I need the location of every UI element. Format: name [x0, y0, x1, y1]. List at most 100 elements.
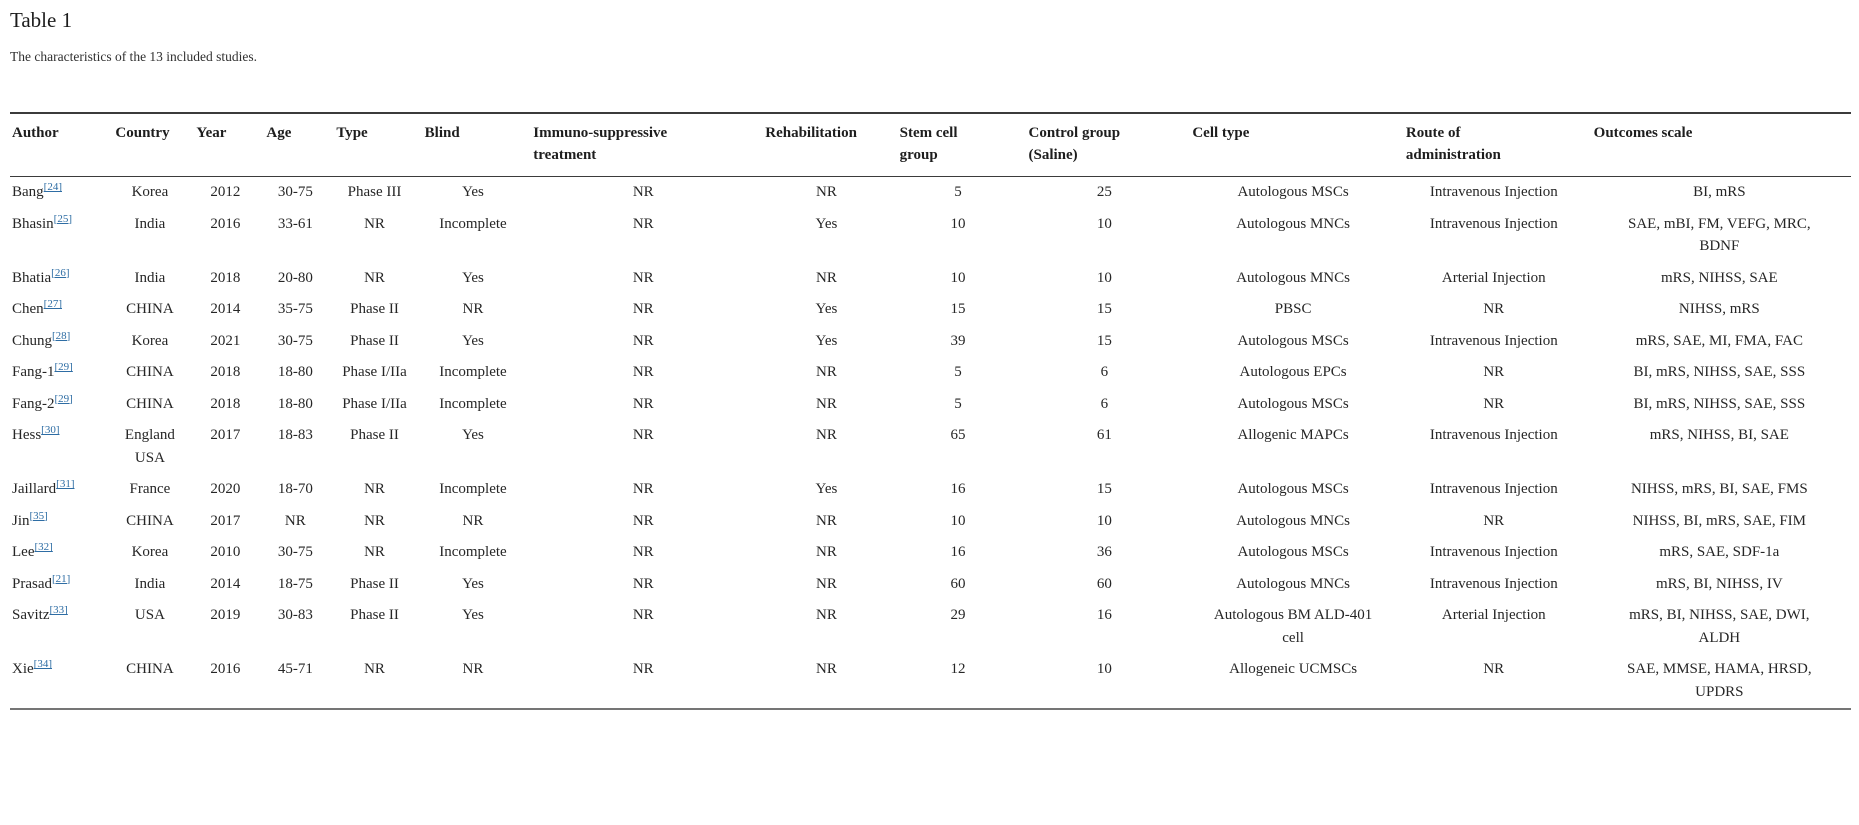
author-name: Xie [12, 661, 34, 677]
cell-type-cell: Autologous MNCs [1236, 215, 1350, 232]
citation-link[interactable]: [25] [53, 212, 72, 225]
age-cell: 33-61 [277, 215, 313, 232]
stem-cell: 16 [950, 481, 966, 497]
country-cell: India [134, 215, 166, 232]
col-header-blind: Blind [424, 125, 460, 141]
rehab-cell: NR [816, 364, 837, 380]
col-header-cell-type: Cell type [1192, 125, 1250, 141]
immuno-cell: NR [632, 184, 654, 200]
col-header-country: Country [115, 125, 170, 141]
blind-cell: Yes [462, 575, 484, 592]
col-header-year: Year [196, 125, 227, 141]
author-cell: Fang-1[29] [10, 357, 109, 389]
author-name: Fang-2 [12, 395, 55, 412]
table-row: Xie[34] CHINA 2016 45-71 NR NR NR NR 12 10 Allogen… [10, 654, 1851, 709]
author-cell: Savitz[33] [10, 600, 109, 654]
author-cell: Bang[24] [10, 176, 109, 208]
table-row: Fang-1[29] CHINA 2018 18-80 Phase I/IIa Incom… [10, 357, 1851, 389]
citation-link[interactable]: [24] [43, 181, 62, 193]
cell-type-cell: Autologous BM ALD-401 cell [1213, 607, 1373, 646]
citation-link[interactable]: [34] [33, 658, 52, 670]
immuno-cell: NR [632, 269, 654, 286]
outcomes-cell: SAE, mBI, FM, VEFG, MRC, BDNF [1627, 215, 1811, 255]
table-caption: The characteristics of the 13 included s… [10, 49, 258, 64]
outcomes-cell: BI, mRS, NIHSS, SAE, SSS [1633, 395, 1806, 412]
cell-type-cell: Autologous MNCs [1236, 512, 1350, 529]
year-cell: 2017 [210, 512, 241, 529]
citation-link[interactable]: [26] [51, 266, 70, 279]
rehab-cell: Yes [815, 481, 838, 497]
blind-cell: Yes [462, 607, 484, 623]
control-cell: 10 [1096, 661, 1112, 677]
citation-link[interactable]: [21] [52, 572, 71, 585]
immuno-cell: NR [632, 575, 654, 592]
control-cell: 6 [1100, 364, 1109, 380]
stem-cell: 12 [950, 661, 966, 677]
immuno-cell: NR [632, 544, 654, 560]
route-cell: NR [1483, 301, 1505, 317]
citation-link[interactable]: [27] [43, 298, 62, 310]
citation-link[interactable]: [29] [54, 361, 73, 373]
age-cell: 18-70 [277, 481, 313, 497]
citation-superscript: [28] [52, 330, 70, 342]
immuno-cell: NR [632, 332, 654, 349]
author-cell: Fang-2[29] [10, 388, 109, 420]
country-cell: England USA [124, 427, 175, 466]
col-header-stem-cell-group: Stem cell group [899, 125, 958, 163]
citation-link[interactable]: [35] [29, 509, 48, 522]
year-cell: 2018 [210, 395, 241, 412]
type-cell: Phase I/IIa [342, 364, 407, 380]
col-header-immunosuppressive: Immuno-suppressive treatment [533, 125, 668, 163]
year-cell: 2014 [210, 575, 241, 592]
citation-link[interactable]: [31] [56, 478, 75, 490]
age-cell: 30-75 [277, 544, 313, 560]
table-row: Bhatia[26] India 2018 20-80 NR Yes NR NR 10 10 Aut… [10, 262, 1851, 294]
route-cell: Arterial Injection [1441, 269, 1546, 286]
control-cell: 61 [1096, 427, 1112, 443]
rehab-cell: NR [816, 395, 837, 412]
table-row: Savitz[33] USA 2019 30-83 Phase II Yes NR NR 29 1… [10, 600, 1851, 654]
cell-type-cell: Autologous MNCs [1236, 269, 1350, 286]
table-row: Fang-2[29] CHINA 2018 18-80 Phase I/IIa Incom… [10, 388, 1851, 420]
author-cell: Jin[35] [10, 505, 109, 537]
outcomes-cell: BI, mRS, NIHSS, SAE, SSS [1633, 364, 1806, 380]
country-cell: CHINA [126, 395, 174, 412]
route-cell: Intravenous Injection [1429, 575, 1558, 592]
stem-cell: 10 [950, 215, 966, 232]
citation-link[interactable]: [29] [54, 392, 73, 405]
citation-superscript: [34] [34, 658, 52, 670]
cell-type-cell: Allogenic MAPCs [1237, 427, 1349, 443]
country-cell: India [134, 269, 166, 286]
rehab-cell: NR [816, 512, 837, 529]
table-title: Table 1 [10, 8, 73, 32]
route-cell: Intravenous Injection [1429, 184, 1558, 200]
year-cell: 2020 [210, 481, 241, 497]
age-cell: 18-75 [277, 575, 313, 592]
author-cell: Hess[30] [10, 420, 109, 474]
immuno-cell: NR [632, 512, 654, 529]
route-cell: Intravenous Injection [1429, 332, 1558, 349]
author-name: Chen [12, 301, 44, 317]
author-cell: Chen[27] [10, 294, 109, 326]
blind-cell: Yes [462, 427, 484, 443]
route-cell: NR [1483, 395, 1505, 412]
rehab-cell: NR [816, 607, 837, 623]
year-cell: 2018 [210, 364, 241, 380]
age-cell: 30-75 [277, 332, 313, 349]
citation-link[interactable]: [30] [41, 424, 60, 436]
type-cell: Phase II [350, 301, 399, 317]
cell-type-cell: Autologous MNCs [1236, 575, 1350, 592]
immuno-cell: NR [632, 427, 654, 443]
table-row: Chung[28] Korea 2021 30-75 Phase II Yes NR Yes 3… [10, 325, 1851, 357]
author-cell: Prasad[21] [10, 568, 109, 600]
citation-superscript: [27] [44, 298, 62, 310]
citation-link[interactable]: [33] [49, 604, 68, 616]
route-cell: Arterial Injection [1441, 607, 1546, 623]
col-header-rehabilitation: Rehabilitation [765, 125, 857, 141]
citation-link[interactable]: [32] [34, 541, 53, 553]
rehab-cell: Yes [815, 301, 838, 317]
route-cell: Intravenous Injection [1429, 427, 1558, 443]
immuno-cell: NR [632, 661, 654, 677]
type-cell: NR [364, 481, 385, 497]
citation-link[interactable]: [28] [52, 329, 71, 342]
